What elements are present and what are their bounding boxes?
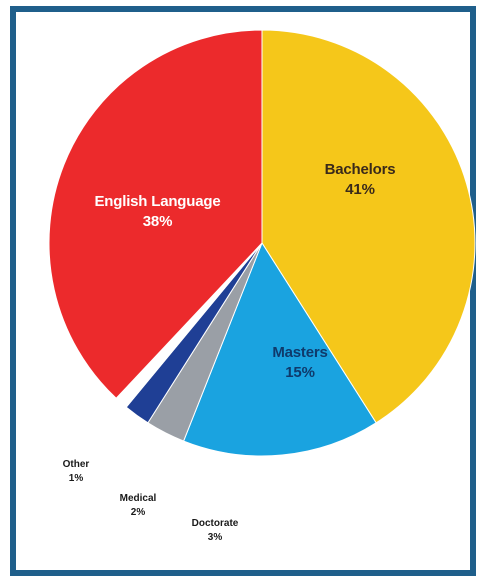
pie-slice-bachelors [261, 29, 476, 424]
label-doctorate-pct: 3% [207, 531, 223, 543]
label-medical: Medical 2% [108, 492, 168, 519]
label-doctorate: Doctorate 3% [180, 517, 250, 544]
label-bachelors-name: Bachelors [324, 161, 396, 178]
pie-slice-english-language [48, 29, 263, 399]
label-doctorate-name: Doctorate [191, 518, 239, 529]
label-other: Other 1% [54, 458, 98, 485]
label-other-pct: 1% [68, 472, 84, 484]
label-masters-pct: 15% [285, 364, 315, 382]
label-english-language-pct: 38% [142, 213, 173, 231]
pie-slice-masters [182, 241, 377, 457]
label-bachelors: Bachelors 41% [300, 160, 420, 201]
label-masters: Masters 15% [245, 343, 355, 384]
label-medical-name: Medical [119, 493, 157, 504]
label-other-name: Other [62, 459, 90, 470]
label-bachelors-pct: 41% [345, 181, 375, 199]
label-english-language-name: English Language [94, 193, 221, 210]
label-english-language: English Language 38% [70, 192, 245, 233]
label-medical-pct: 2% [130, 506, 146, 518]
label-masters-name: Masters [272, 344, 328, 361]
